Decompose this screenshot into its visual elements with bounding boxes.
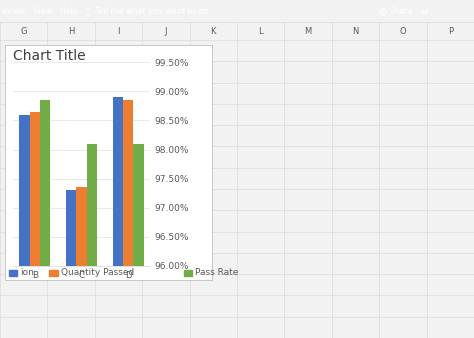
Text: ion: ion — [20, 268, 35, 277]
Bar — [40, 100, 50, 338]
Text: N: N — [352, 26, 359, 35]
Text: ⨁ Share   😀: ⨁ Share 😀 — [379, 6, 429, 16]
Text: Chart Title: Chart Title — [13, 49, 86, 63]
Bar — [49, 270, 57, 276]
Bar — [113, 97, 123, 338]
Text: eview   View   Help   ⭘  Tell me what you want to do: eview View Help ⭘ Tell me what you want … — [2, 6, 209, 16]
Text: J: J — [164, 26, 167, 35]
Text: Quantity Passed: Quantity Passed — [61, 268, 134, 277]
Text: H: H — [68, 26, 74, 35]
Text: M: M — [304, 26, 312, 35]
Text: L: L — [258, 26, 263, 35]
Text: G: G — [20, 26, 27, 35]
Bar — [76, 187, 87, 338]
Bar — [87, 144, 97, 338]
Text: K: K — [210, 26, 216, 35]
Text: Pass Rate: Pass Rate — [195, 268, 238, 277]
Bar — [133, 144, 144, 338]
Bar — [184, 270, 192, 276]
Bar — [66, 190, 76, 338]
Text: I: I — [117, 26, 120, 35]
Text: P: P — [448, 26, 453, 35]
Text: O: O — [400, 26, 406, 35]
Bar — [30, 112, 40, 338]
Bar — [123, 100, 133, 338]
Bar — [19, 115, 30, 338]
Bar — [9, 270, 18, 276]
